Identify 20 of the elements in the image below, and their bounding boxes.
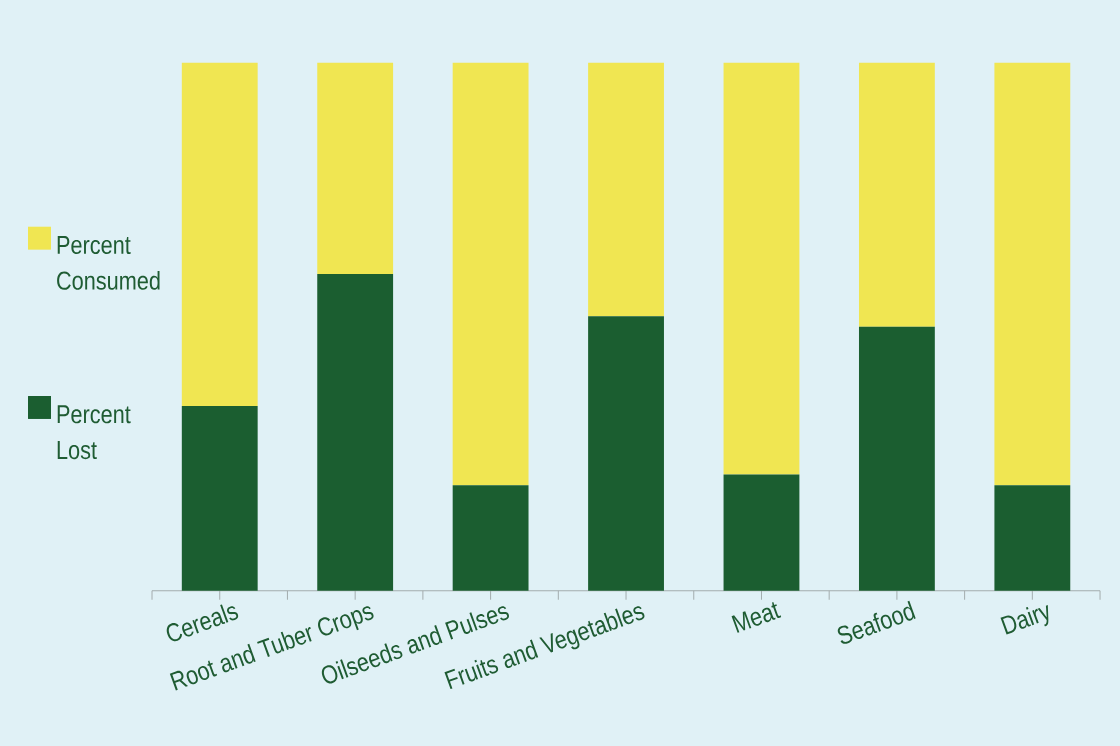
bar [452,62,529,485]
bar [858,326,935,591]
x-tick-label: Seafood [837,600,916,644]
bar [317,273,394,591]
legend-label: Percent Lost [57,405,131,459]
bar [858,62,935,327]
bar [588,316,664,591]
bar [723,474,800,591]
x-tick-label: Meat [731,601,782,633]
bar [452,484,529,591]
legend-label: Percent Consumed [57,235,160,290]
bar [181,405,258,591]
bar [723,62,800,475]
x-tick-label: Cereals [166,604,239,642]
x-tick-label: Dairy [1000,604,1049,635]
bar [994,484,1071,591]
bar [588,62,664,317]
bar [181,62,258,406]
bar [317,62,394,274]
bar [994,62,1071,485]
